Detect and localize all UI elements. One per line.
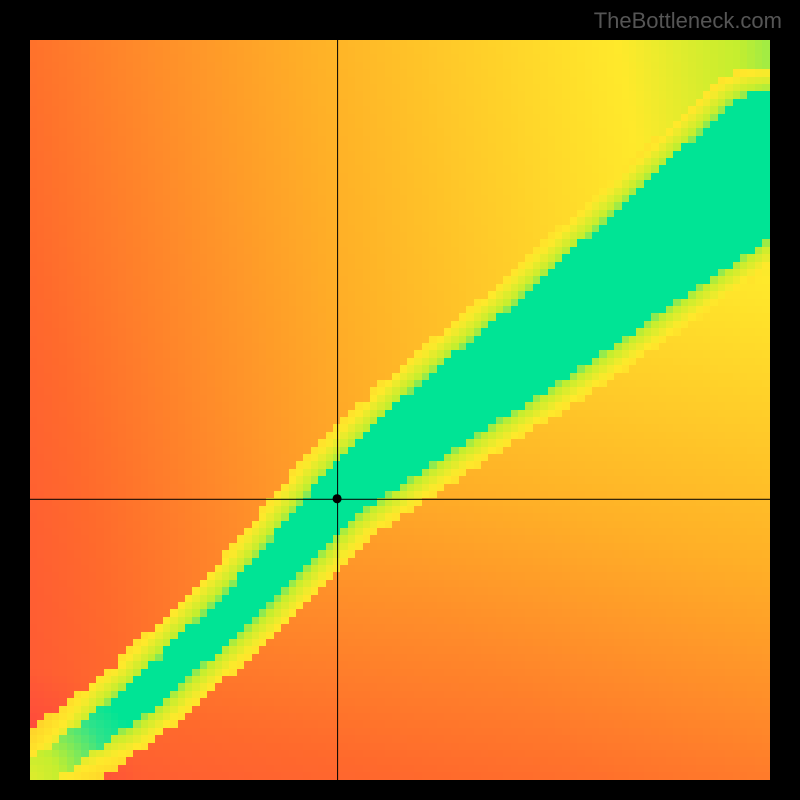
heatmap-canvas <box>30 40 770 780</box>
bottleneck-heatmap <box>30 40 770 780</box>
watermark-text: TheBottleneck.com <box>594 8 782 34</box>
